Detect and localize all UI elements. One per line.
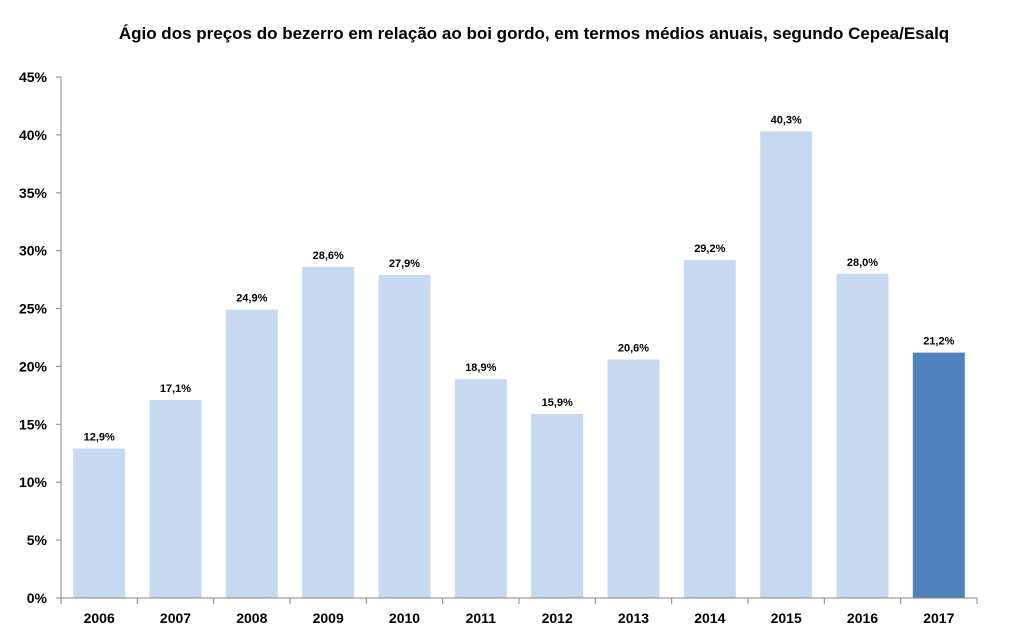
data-label-2006: 12,9% [84,432,115,444]
x-tick-label-2011: 2011 [466,610,497,626]
y-tick-label-0pct: 0% [27,590,48,606]
y-tick-label-10pct: 10% [19,474,48,490]
x-tick-label-2015: 2015 [771,610,802,626]
data-label-2010: 27,9% [389,258,420,270]
data-label-2015: 40,3% [771,114,802,126]
bar-2008 [225,309,278,598]
bar-2015 [760,131,813,598]
x-tick-label-2006: 2006 [84,610,115,626]
x-tick-label-2009: 2009 [313,610,344,626]
bar-2007 [149,400,202,598]
data-label-2008: 24,9% [236,293,267,305]
bar-2017 [912,352,965,598]
x-tick-label-2014: 2014 [694,610,725,626]
x-tick-label-2007: 2007 [160,610,191,626]
bar-2011 [454,379,507,598]
data-label-2012: 15,9% [542,397,573,409]
data-label-2009: 28,6% [313,250,344,262]
y-tick-label-40pct: 40% [19,127,48,143]
bar-2016 [836,273,889,598]
data-labels-layer: 12,9% 17,1% 24,9% 28,6% 27,9% 18,9% 15,9% 20,6%… [84,114,955,443]
bar-2014 [683,259,736,598]
y-tick-label-35pct: 35% [19,185,48,201]
bar-2006 [73,448,126,598]
y-tick-label-25pct: 25% [19,301,48,317]
y-tick-label-15pct: 15% [19,416,48,432]
chart-title: Ágio dos preços do bezerro em relação ao… [118,24,950,43]
bar-2010 [378,275,431,598]
bar-2013 [607,359,660,598]
x-tick-label-2016: 2016 [847,610,878,626]
y-tick-label-20pct: 20% [19,358,48,374]
data-label-2007: 17,1% [160,383,191,395]
bar-2012 [531,413,584,598]
bars-layer [73,131,965,598]
y-tick-label-5pct: 5% [27,532,48,548]
data-label-2014: 29,2% [694,243,725,255]
y-tick-label-30pct: 30% [19,243,48,259]
data-label-2017: 21,2% [923,336,954,348]
data-label-2013: 20,6% [618,343,649,355]
x-tick-label-2017: 2017 [923,610,954,626]
x-tick-label-2012: 2012 [542,610,573,626]
axes-layer: 2006 2007 2008 2009 2010 2011 2012 2013 2014 2015… [19,69,978,626]
x-tick-label-2010: 2010 [389,610,420,626]
y-tick-label-45pct: 45% [19,69,48,85]
bar-2009 [302,266,355,598]
data-label-2016: 28,0% [847,257,878,269]
x-tick-label-2013: 2013 [618,610,649,626]
data-label-2011: 18,9% [465,362,496,374]
x-tick-label-2008: 2008 [236,610,267,626]
